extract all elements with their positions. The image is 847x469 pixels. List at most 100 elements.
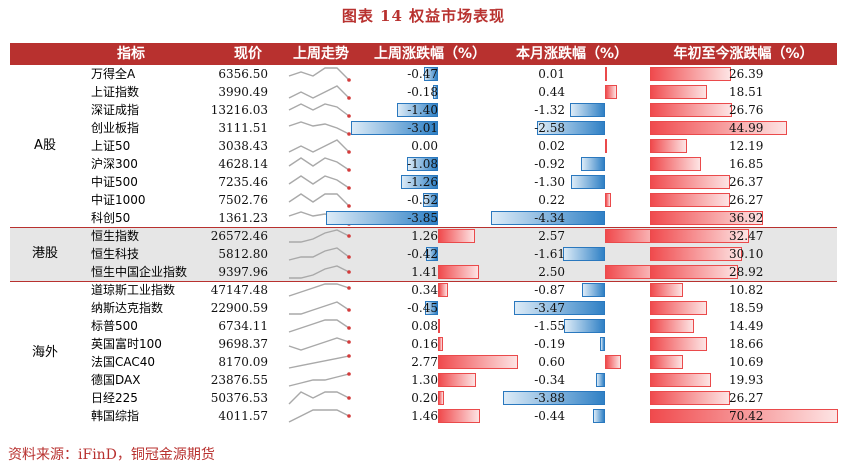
sparkline-end-marker <box>347 286 351 290</box>
index-name: 法国CAC40 <box>91 355 156 369</box>
ytd-change-cell: 16.85 <box>649 155 837 173</box>
month-change-cell-bar <box>570 103 605 117</box>
month-change-cell-value: -2.58 <box>534 121 565 135</box>
month-change-cell: -1.30 <box>497 173 617 191</box>
month-change-cell-value: 2.57 <box>538 229 565 243</box>
index-price: 5812.80 <box>218 247 268 261</box>
ytd-change-cell-bar <box>650 229 750 243</box>
sparkline-path <box>289 301 350 315</box>
week-change-cell-value: -0.42 <box>407 247 438 261</box>
sparkline-path <box>288 373 350 387</box>
week-change-cell-bar <box>438 355 519 369</box>
sparkline-path <box>288 157 350 171</box>
month-change-cell-value: -3.47 <box>534 301 565 315</box>
ytd-change-cell: 30.10 <box>649 245 837 263</box>
month-change-cell-value: -1.61 <box>534 247 565 261</box>
index-name: 德国DAX <box>91 373 141 387</box>
month-change-cell-bar <box>605 67 607 81</box>
ytd-change-cell: 26.27 <box>649 389 837 407</box>
table-row: 韩国综指 4011.57 1.46 -0.44 70.42 <box>10 407 838 425</box>
week-change-cell-value: 2.77 <box>411 355 438 369</box>
sparkline-end-marker <box>347 255 351 259</box>
chart-title: 图表 14 权益市场表现 <box>341 7 506 25</box>
month-change-cell: 2.57 <box>497 227 673 245</box>
weekly-trend-sparkline <box>287 245 353 263</box>
table-row: 标普500 6734.11 0.08 -1.55 14.49 <box>10 317 837 335</box>
weekly-trend-sparkline <box>287 353 353 371</box>
month-change-cell-value: -0.87 <box>534 283 565 297</box>
table-row: 沪深300 4628.14 -1.08 -0.92 16.85 <box>10 155 837 173</box>
ytd-change-cell-bar <box>650 391 731 405</box>
week-change-cell-value: 1.26 <box>411 229 438 243</box>
table-body: A股 港股 海外 万得全A 6356.50 -0.47 0.01 26.39 上证指数 3990.… <box>10 65 838 427</box>
sparkline-end-marker <box>347 186 351 190</box>
month-change-cell: -0.87 <box>497 281 617 299</box>
month-change-cell-value: 0.44 <box>538 85 565 99</box>
week-change-cell-value: -0.52 <box>407 193 438 207</box>
equity-market-table: 指标 现价 上周走势 上周涨跌幅（%） 本月涨跌幅（%） 年初至今涨跌幅（%） … <box>10 43 838 427</box>
index-name: 恒生科技 <box>91 247 140 261</box>
ytd-change-cell-bar <box>650 247 742 261</box>
month-change-cell: 0.02 <box>497 137 617 155</box>
week-change-cell: 0.08 <box>370 317 490 335</box>
week-change-cell: -1.08 <box>370 155 490 173</box>
index-price: 23876.55 <box>210 373 268 387</box>
month-change-cell-bar <box>490 211 605 225</box>
ytd-change-cell-value: 26.76 <box>729 103 764 117</box>
ytd-change-cell: 10.82 <box>649 281 837 299</box>
index-price: 3038.43 <box>218 139 268 153</box>
index-price: 8170.09 <box>218 355 268 369</box>
ytd-change-cell-value: 26.27 <box>729 193 764 207</box>
sparkline-path <box>288 139 350 153</box>
ytd-change-cell-value: 19.93 <box>729 373 764 387</box>
sparkline-end-marker <box>347 96 351 100</box>
month-change-cell-bar <box>593 409 605 423</box>
index-price: 4628.14 <box>218 157 268 171</box>
week-change-cell: -0.18 <box>370 83 490 101</box>
index-price: 6734.11 <box>218 319 268 333</box>
ytd-change-cell-value: 70.42 <box>729 409 764 423</box>
sparkline-end-marker <box>347 168 351 172</box>
week-change-cell-bar <box>438 229 475 243</box>
ytd-change-cell-bar <box>650 373 711 387</box>
weekly-trend-sparkline <box>287 191 353 209</box>
week-change-cell-bar <box>424 67 438 81</box>
sparkline-path <box>288 67 350 81</box>
table-row: 恒生科技 5812.80 -0.42 -1.61 30.10 <box>10 245 837 263</box>
week-change-cell-value: -1.26 <box>407 175 438 189</box>
ytd-change-cell-bar <box>650 103 732 117</box>
index-price: 9698.37 <box>218 337 268 351</box>
table-row: 创业板指 3111.51 -3.01 -2.58 44.99 <box>10 119 837 137</box>
sparkline-path <box>288 193 350 207</box>
table-row: 德国DAX 23876.55 1.30 -0.34 19.93 <box>10 371 837 389</box>
index-name: 万得全A <box>91 67 136 81</box>
month-change-cell-bar <box>502 391 605 405</box>
weekly-trend-sparkline <box>287 407 353 425</box>
sparkline-end-marker <box>347 396 351 400</box>
index-price: 13216.03 <box>210 103 268 117</box>
table-row: 英国富时100 9698.37 0.16 -0.19 18.66 <box>10 335 837 353</box>
month-change-cell-bar <box>513 301 605 315</box>
table-row: 恒生指数 26572.46 1.26 2.57 32.47 <box>10 227 837 245</box>
ytd-change-cell-value: 18.59 <box>729 301 764 315</box>
ytd-change-cell: 36.92 <box>649 209 837 227</box>
table-row: 中证500 7235.46 -1.26 -1.30 26.37 <box>10 173 837 191</box>
week-change-cell-value: -3.85 <box>407 211 438 225</box>
ytd-change-cell-bar <box>650 211 763 225</box>
week-change-cell-value: -3.01 <box>407 121 438 135</box>
sparkline-end-marker <box>347 270 351 274</box>
header-week-change: 上周涨跌幅（%） <box>373 46 487 62</box>
ytd-change-cell: 14.49 <box>649 317 837 335</box>
ytd-change-cell-bar <box>650 409 838 423</box>
weekly-trend-sparkline <box>287 173 353 191</box>
ytd-change-cell: 26.37 <box>649 173 837 191</box>
week-change-cell-value: 0.08 <box>411 319 438 333</box>
ytd-change-cell: 28.92 <box>649 263 837 281</box>
ytd-change-cell-value: 18.51 <box>729 85 764 99</box>
weekly-trend-sparkline <box>287 317 353 335</box>
ytd-change-cell-bar <box>650 139 688 153</box>
sparkline-path <box>288 319 350 333</box>
month-change-cell-bar <box>599 337 605 351</box>
ytd-change-cell-value: 30.10 <box>729 247 764 261</box>
month-change-cell: -1.32 <box>497 101 617 119</box>
